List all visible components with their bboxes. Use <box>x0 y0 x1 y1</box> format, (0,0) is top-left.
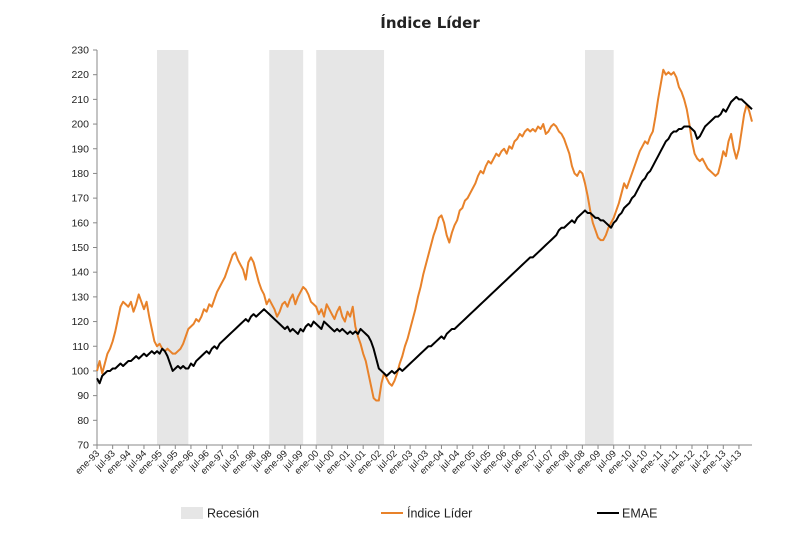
y-tick-label: 110 <box>72 341 89 353</box>
legend-swatch-recesion <box>181 507 203 519</box>
series-line-indice-lider <box>96 68 753 402</box>
y-tick-label: 130 <box>71 291 89 303</box>
legend-label: Recesión <box>207 507 259 521</box>
recession-band-1 <box>157 50 189 445</box>
recession-band-4 <box>584 50 614 445</box>
y-tick-label: 170 <box>71 193 89 205</box>
y-tick-label: 90 <box>77 390 89 402</box>
recession-bands <box>157 50 614 445</box>
x-axis: ene-93jul-93ene-94jul-94ene-95jul-95ene-… <box>73 444 752 477</box>
series-lines <box>96 68 753 402</box>
y-tick-label: 80 <box>77 415 89 427</box>
y-tick-label: 140 <box>71 267 89 279</box>
y-tick-label: 100 <box>71 365 89 377</box>
y-axis: 70 80 90 100 110 120 130 140 150 160 170 180 190 200 2… <box>71 45 98 452</box>
series-line-emae <box>96 95 753 385</box>
recession-band-3 <box>316 50 385 445</box>
y-tick-label: 120 <box>71 316 89 328</box>
y-tick-label: 160 <box>71 217 89 229</box>
y-tick-label: 220 <box>71 69 89 81</box>
recession-band-2 <box>269 50 304 445</box>
y-tick-label: 190 <box>71 143 89 155</box>
chart-title: Índice Líder <box>380 13 480 32</box>
y-tick-label: 180 <box>71 168 89 180</box>
y-tick-label: 150 <box>71 242 89 254</box>
y-tick-label: 70 <box>77 440 89 452</box>
y-tick-label: 230 <box>71 45 89 57</box>
y-tick-label: 210 <box>71 94 89 106</box>
legend: Recesión Índice Líder EMAE <box>181 506 657 521</box>
legend-label: Índice Líder <box>407 506 472 521</box>
y-tick-label: 200 <box>71 119 89 131</box>
legend-label: EMAE <box>622 507 657 521</box>
